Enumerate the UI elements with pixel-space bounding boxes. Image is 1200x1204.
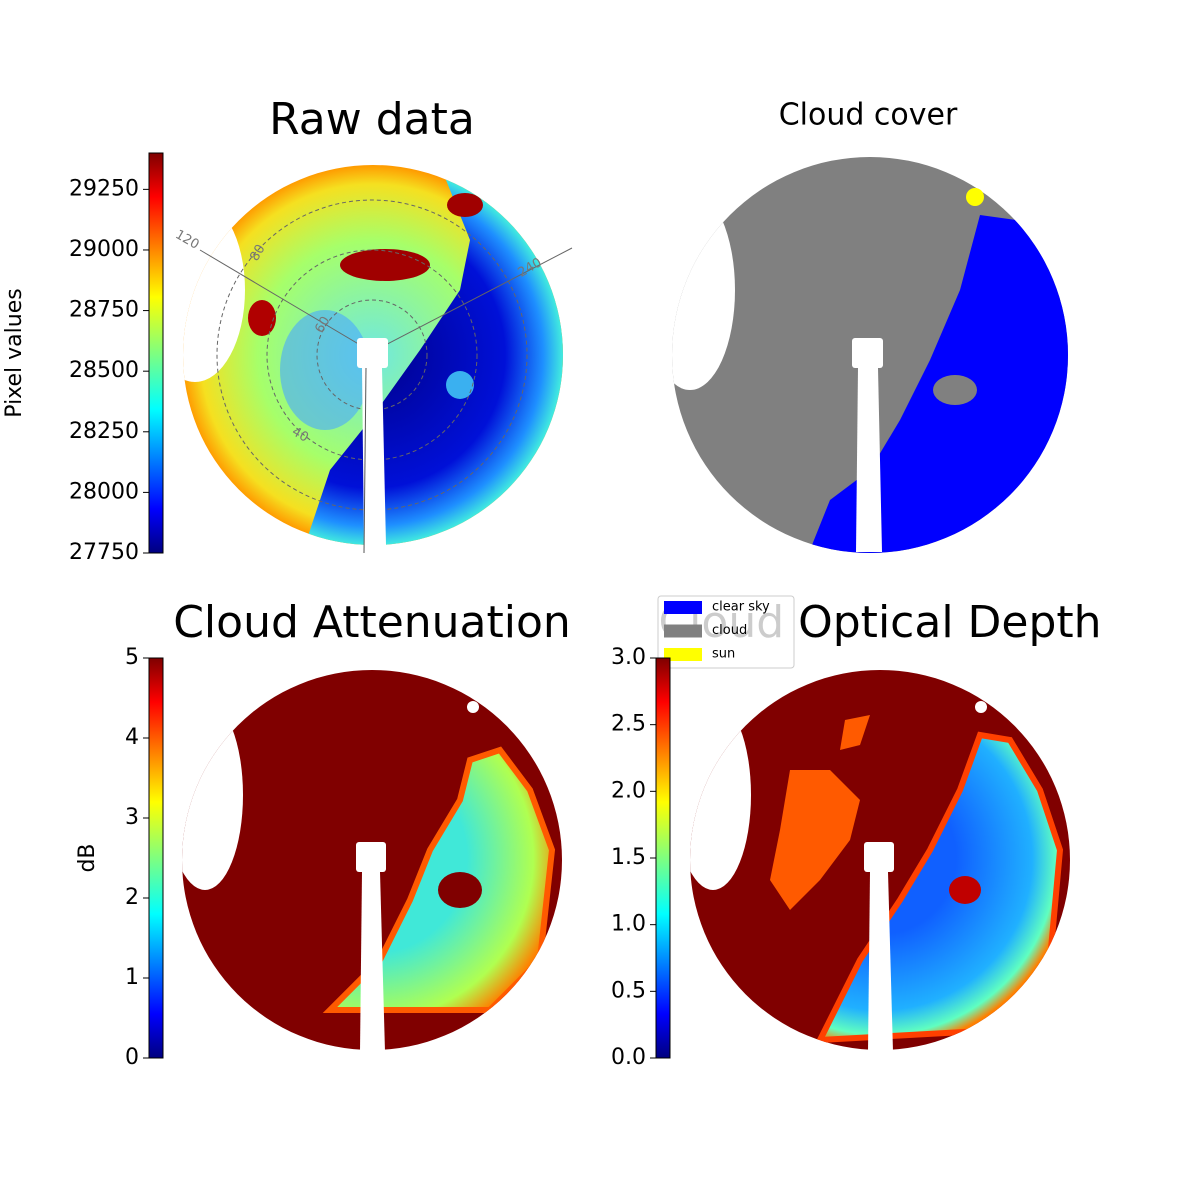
legend-label: clear sky [712, 600, 770, 615]
cloud-cover-image [672, 157, 1068, 553]
colorbar-tick-label: 1 [125, 965, 139, 990]
colorbar [148, 152, 164, 554]
panel-title: Cloud Attenuation [173, 597, 571, 648]
legend-swatch [664, 648, 702, 661]
attenuation-image [182, 670, 562, 1052]
legend-swatch [664, 601, 702, 614]
colorbar-tick-label: 28000 [69, 479, 139, 504]
colorbar [655, 657, 671, 1059]
colorbar-tick-label: 1.0 [611, 912, 646, 937]
colorbar-tick-label: 2.5 [611, 712, 646, 737]
polar-label: 60 [312, 314, 333, 336]
colorbar-tick-label: 3.0 [611, 645, 646, 670]
legend: clear sky cloud sun [657, 595, 795, 669]
panel-title: Raw data [269, 94, 475, 145]
colorbar-tick-label: 29250 [69, 176, 139, 201]
panel-title: Cloud cover [779, 98, 958, 133]
colorbar-label: dB [75, 843, 100, 872]
raw-image: 120 240 80 60 40 [172, 165, 573, 554]
colorbar-tick-label: 1.5 [611, 845, 646, 870]
colorbar-tick-label: 29000 [69, 237, 139, 262]
colorbar-tick-label: 28750 [69, 298, 139, 323]
optical-depth-image [690, 670, 1070, 1052]
colorbar-tick-label: 27750 [69, 540, 139, 565]
colorbar-tick-label: 28500 [69, 358, 139, 383]
legend-swatch [664, 624, 702, 638]
colorbar-tick-label: 28250 [69, 419, 139, 444]
colorbar-tick-label: 0.0 [611, 1045, 646, 1070]
polar-label: 80 [247, 242, 268, 264]
colorbar-tick-label: 2 [125, 885, 139, 910]
polar-label: 120 [172, 227, 201, 252]
colorbar-tick-label: 3 [125, 805, 139, 830]
colorbar-tick-label: 5 [125, 645, 139, 670]
colorbar-tick-label: 4 [125, 725, 139, 750]
legend-label: sun [712, 647, 735, 662]
colorbar-tick-label: 2.0 [611, 778, 646, 803]
colorbar [148, 657, 164, 1059]
colorbar-label: Pixel values [2, 288, 27, 417]
polar-label: 40 [289, 424, 311, 445]
colorbar-tick-label: 0.5 [611, 978, 646, 1003]
legend-label: cloud [712, 623, 747, 638]
colorbar-tick-label: 0 [125, 1045, 139, 1070]
